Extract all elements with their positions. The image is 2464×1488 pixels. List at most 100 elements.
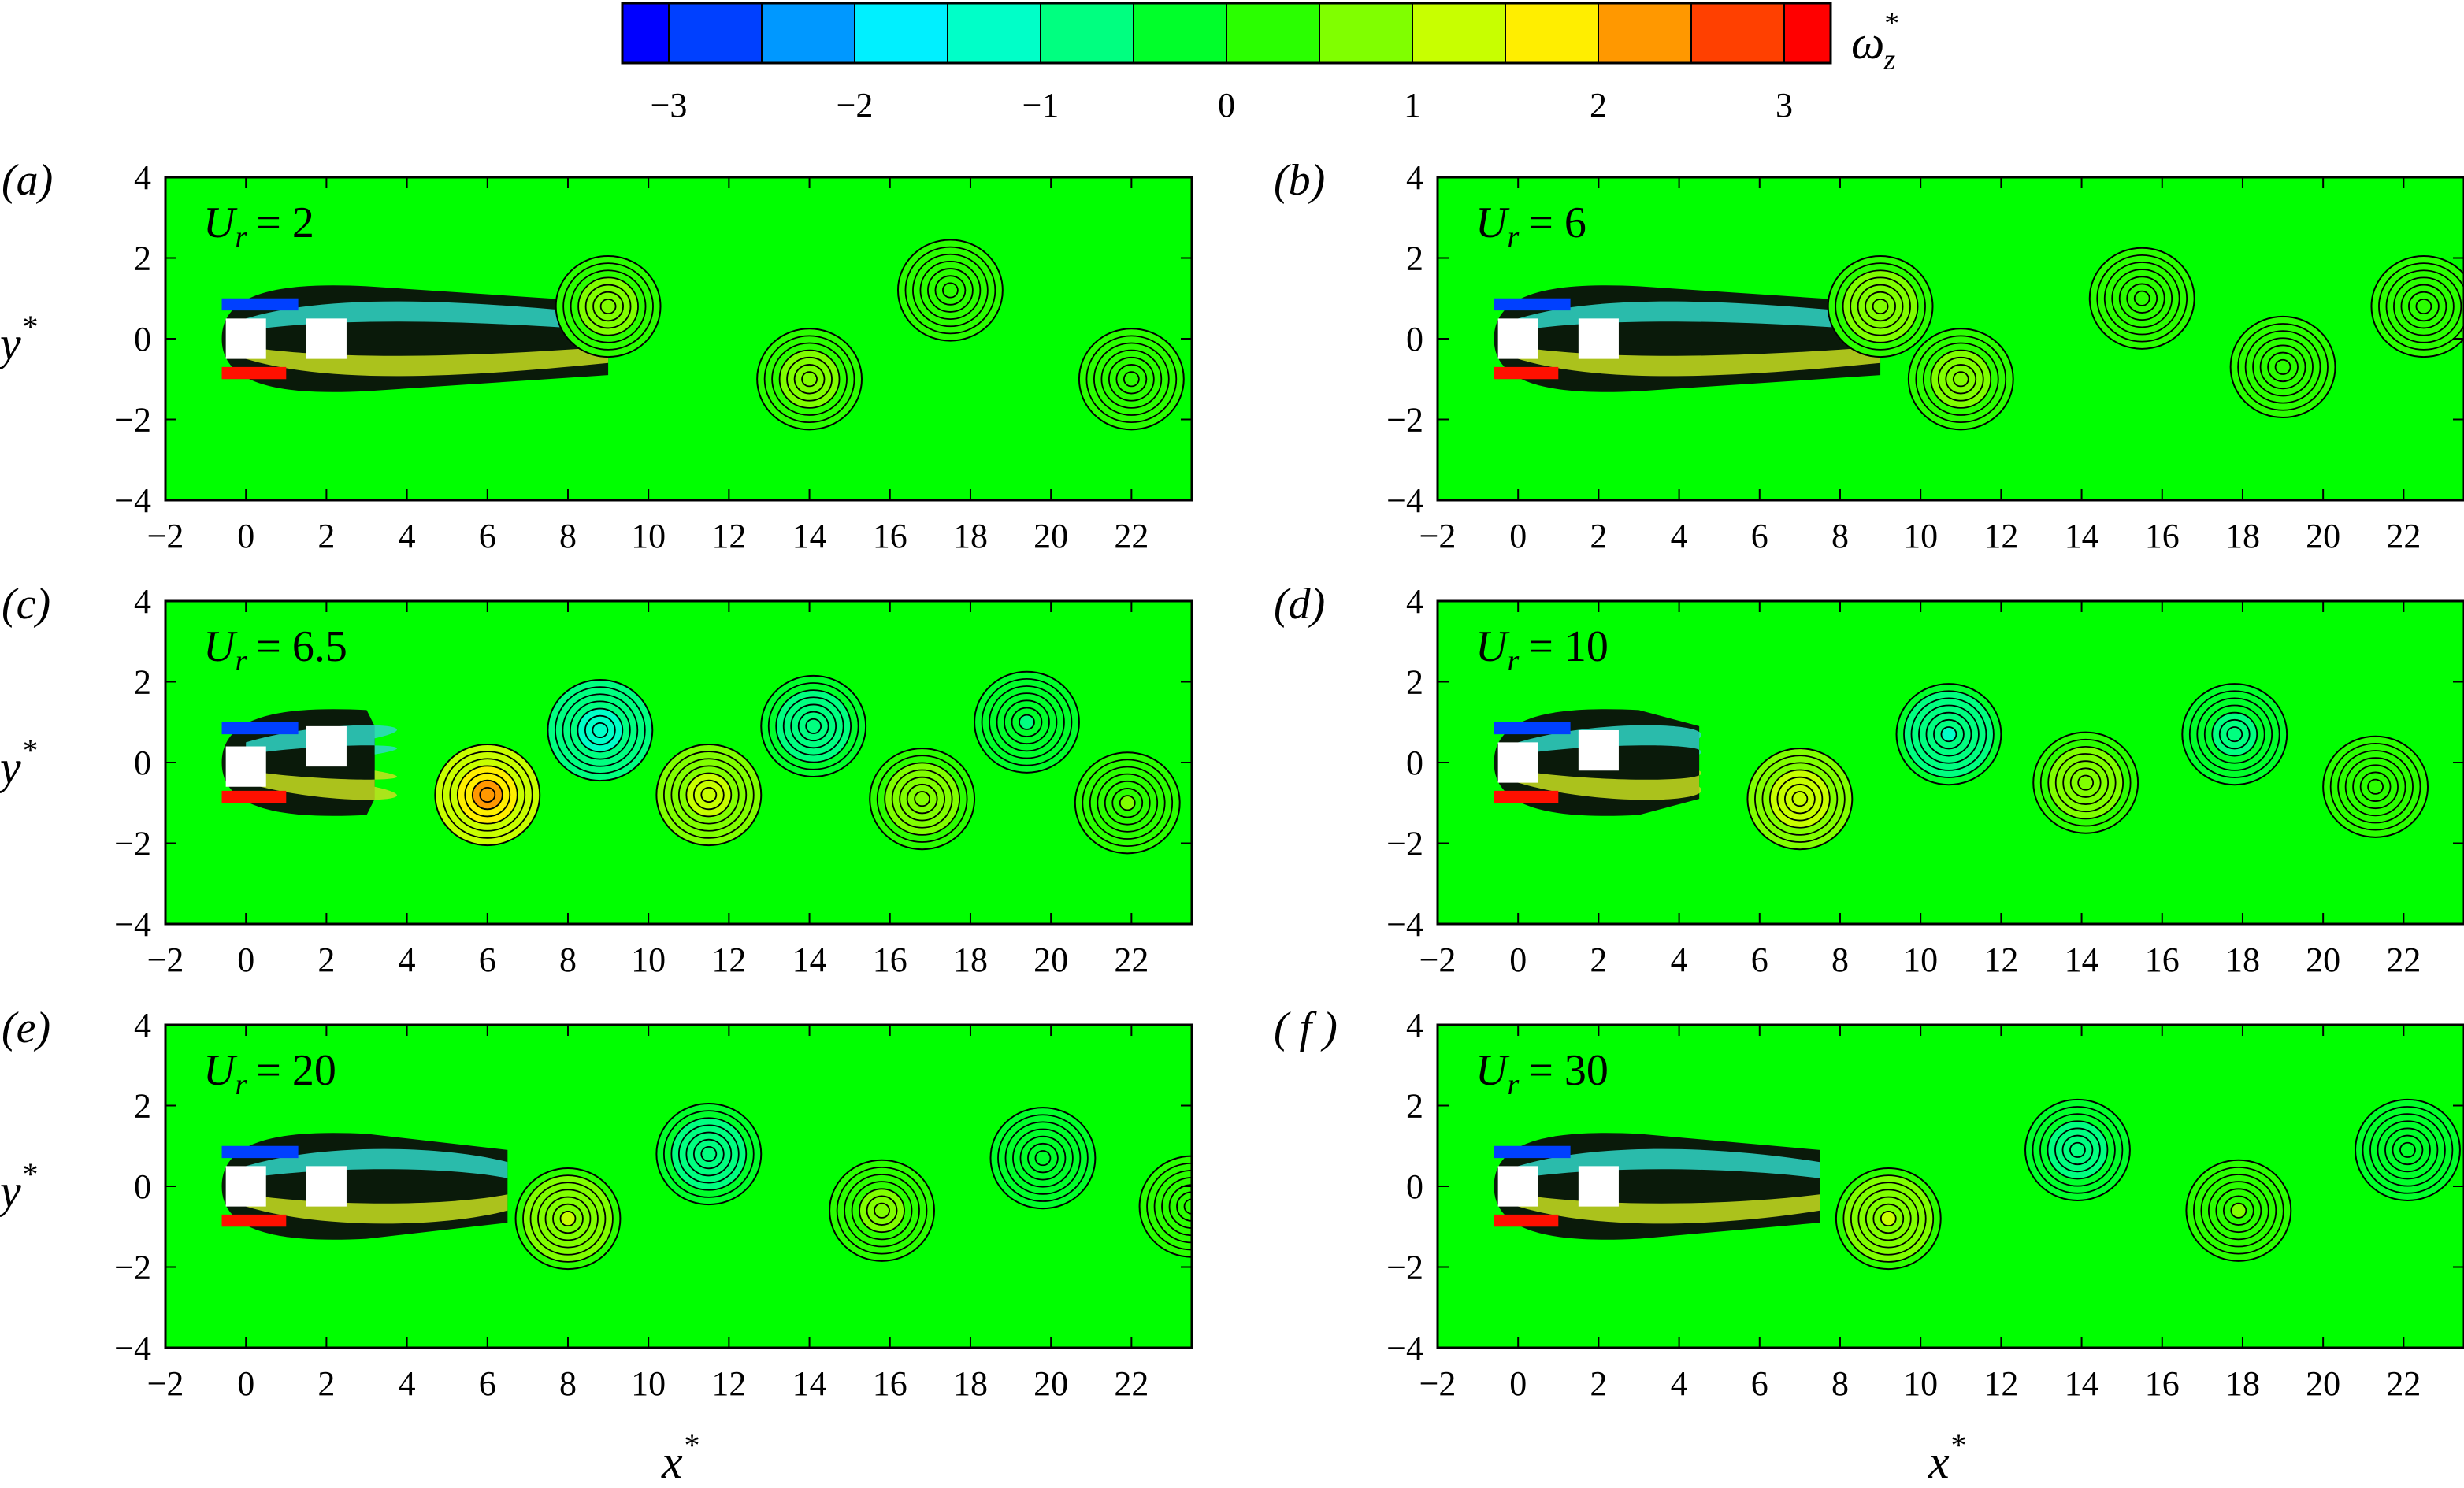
- x-tick-label: 2: [1590, 1364, 1607, 1403]
- colorbar-tick-label: 2: [1590, 86, 1607, 124]
- vortex: [2185, 1159, 2292, 1262]
- vortex: [655, 743, 763, 847]
- x-tick-label: 22: [2386, 941, 2421, 979]
- vorticity-field: [1494, 1098, 2461, 1271]
- y-tick-label: 4: [1406, 1006, 1423, 1045]
- x-tick-label: 20: [2306, 941, 2340, 979]
- x-tick-label: 10: [631, 941, 666, 979]
- vortex-contour: [2226, 726, 2243, 743]
- x-tick-label: 20: [2306, 1364, 2340, 1403]
- leading-edge-positive: [1494, 1214, 1559, 1227]
- leading-edge-negative: [1494, 722, 1571, 735]
- x-tick-label: 10: [631, 1364, 666, 1403]
- vortex-contour: [2274, 358, 2291, 375]
- leading-edge-positive: [221, 366, 287, 380]
- vortex: [1074, 751, 1181, 855]
- panel-tag: (a): [2, 156, 53, 205]
- y-tick-label: 0: [134, 1167, 151, 1206]
- y-tick-label: 4: [134, 1006, 151, 1045]
- y-tick-label: 0: [134, 744, 151, 782]
- vortex-contour: [479, 786, 496, 803]
- vortex-contour: [2133, 290, 2150, 306]
- vortex: [555, 254, 662, 358]
- vortex-contour: [2399, 1141, 2416, 1158]
- colorbar-swatch: [1133, 2, 1227, 64]
- vortex: [1138, 1155, 1192, 1258]
- y-tick-label: −2: [1386, 1249, 1423, 1287]
- vortex: [1907, 328, 2014, 431]
- leading-edge-negative: [1494, 298, 1571, 311]
- y-tick-label: −4: [1386, 481, 1423, 520]
- x-tick-label: 12: [711, 941, 746, 979]
- reduced-velocity-label: Ur = 20: [203, 1046, 336, 1101]
- x-tick-label: 0: [237, 517, 254, 555]
- x-tick-label: 8: [559, 1364, 577, 1403]
- x-tick-label: 10: [1903, 941, 1938, 979]
- vortex-contour: [1940, 726, 1957, 743]
- vortex-contour: [2367, 778, 2384, 795]
- vortex: [2355, 1098, 2461, 1201]
- x-tick-label: 18: [953, 517, 988, 555]
- colorbar-swatch: [1412, 2, 1506, 64]
- x-tick-label: −2: [147, 941, 184, 979]
- vortex: [1827, 254, 1934, 358]
- vortex-contour: [2069, 1141, 2086, 1158]
- x-tick-label: 22: [1114, 517, 1149, 555]
- upper-shear-band: [1518, 301, 1881, 331]
- x-tick-label: 0: [1509, 941, 1527, 979]
- x-tick-label: 14: [2065, 1364, 2099, 1403]
- vortex: [896, 239, 1004, 342]
- x-tick-label: 0: [237, 941, 254, 979]
- x-tick-label: 16: [2145, 941, 2180, 979]
- vortex: [2181, 683, 2288, 786]
- y-tick-label: −2: [1386, 401, 1423, 440]
- x-tick-label: 16: [873, 1364, 907, 1403]
- colorbar-swatch: [668, 2, 763, 64]
- cylinder: [225, 318, 266, 359]
- cylinder: [1497, 318, 1538, 359]
- y-tick-label: 4: [134, 582, 151, 621]
- x-tick-label: 0: [237, 1364, 254, 1403]
- vortex: [1746, 748, 1854, 851]
- y-tick-label: −2: [114, 401, 151, 440]
- x-tick-label: 4: [399, 517, 416, 555]
- ylabel: y*: [0, 309, 37, 369]
- colorbar-tick-label: 3: [1776, 86, 1793, 124]
- vortex-contour: [2230, 1202, 2247, 1219]
- vortex-contour: [1119, 795, 1136, 811]
- y-tick-label: 2: [1406, 663, 1423, 702]
- leading-edge-positive: [221, 790, 287, 803]
- x-tick-label: −2: [1419, 1364, 1457, 1403]
- panel-tag: ( f ): [1274, 1004, 1338, 1052]
- x-tick-label: 12: [1983, 1364, 2018, 1403]
- vortex-contour: [1872, 298, 1889, 315]
- vortex: [2088, 247, 2195, 350]
- vortex-contour: [700, 786, 718, 803]
- colorbar-swatch: [1598, 2, 1692, 64]
- x-tick-label: 2: [1590, 517, 1607, 555]
- vortex-contour: [1123, 371, 1140, 388]
- cylinder: [1578, 318, 1619, 359]
- vorticity-field: [221, 239, 1185, 431]
- x-tick-label: 16: [873, 941, 907, 979]
- cylinder: [306, 318, 347, 359]
- vortex-contour: [700, 1145, 718, 1163]
- vortex-contour: [942, 282, 959, 299]
- x-tick-label: 22: [1114, 1364, 1149, 1403]
- x-tick-label: 20: [1033, 517, 1068, 555]
- x-tick-label: 22: [1114, 941, 1149, 979]
- x-tick-label: 2: [317, 517, 335, 555]
- vortex: [1895, 683, 2002, 786]
- y-tick-label: 2: [1406, 1087, 1423, 1126]
- vortex: [869, 748, 976, 851]
- colorbar-swatch: [1783, 2, 1831, 64]
- vortex: [989, 1107, 1097, 1210]
- y-tick-label: 2: [134, 239, 151, 278]
- y-tick-label: 2: [134, 1087, 151, 1126]
- x-tick-label: 8: [1831, 1364, 1849, 1403]
- x-tick-label: 20: [2306, 517, 2340, 555]
- x-tick-label: 4: [1671, 517, 1688, 555]
- y-tick-label: 0: [1406, 744, 1423, 782]
